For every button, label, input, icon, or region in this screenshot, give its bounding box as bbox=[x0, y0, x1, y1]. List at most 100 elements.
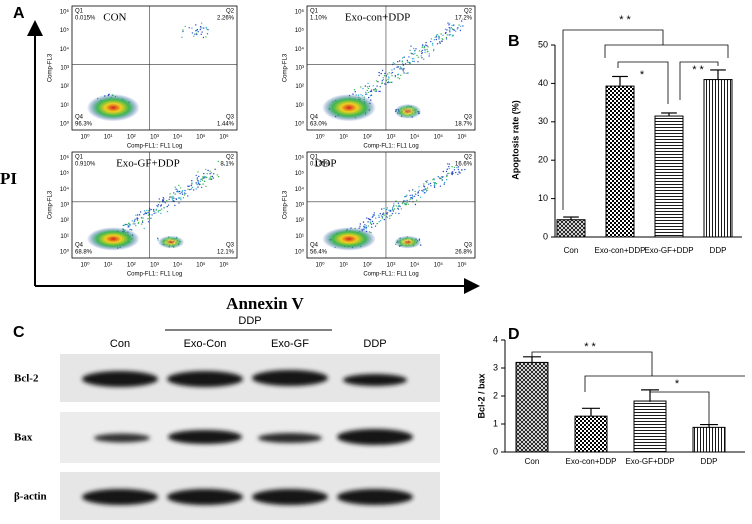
event-dot bbox=[196, 183, 198, 186]
y-tick-label: 10¹ bbox=[60, 103, 69, 109]
event-dot bbox=[213, 173, 215, 175]
event-dot bbox=[402, 64, 405, 66]
event-dot bbox=[359, 225, 361, 227]
event-dot bbox=[378, 74, 380, 77]
band bbox=[94, 433, 150, 443]
event-dot bbox=[200, 27, 202, 29]
event-dot bbox=[210, 175, 212, 178]
event-dot bbox=[448, 163, 451, 165]
event-dot bbox=[417, 56, 419, 58]
x-tick-label: 10⁶ bbox=[457, 262, 467, 269]
event-dot bbox=[363, 225, 365, 228]
event-dot bbox=[198, 183, 201, 186]
event-dot bbox=[436, 34, 438, 36]
event-dot bbox=[150, 208, 152, 211]
event-dot bbox=[169, 196, 171, 198]
event-dot bbox=[206, 173, 208, 175]
event-dot bbox=[131, 229, 133, 231]
event-dot bbox=[448, 172, 450, 174]
event-dot bbox=[393, 203, 395, 205]
event-dot bbox=[372, 89, 375, 91]
event-dot bbox=[137, 222, 139, 225]
quadrant-value: 18.7% bbox=[455, 122, 473, 128]
event-dot bbox=[449, 31, 451, 33]
event-dot bbox=[128, 222, 130, 224]
event-dot bbox=[187, 195, 189, 197]
event-dot bbox=[365, 91, 367, 94]
event-dot bbox=[435, 183, 438, 185]
event-dot bbox=[367, 91, 369, 94]
x-tick-label: Con bbox=[525, 457, 540, 466]
event-dot bbox=[171, 197, 173, 199]
event-dot bbox=[380, 72, 382, 75]
significance-bracket bbox=[649, 391, 710, 428]
significance-bracket bbox=[584, 375, 745, 392]
event-dot bbox=[397, 73, 400, 75]
event-dot bbox=[201, 177, 204, 179]
event-dot bbox=[427, 46, 429, 48]
event-dot bbox=[134, 223, 136, 225]
event-dot bbox=[127, 226, 129, 228]
event-dot bbox=[360, 94, 362, 96]
y-tick-label: 10⁰ bbox=[60, 249, 70, 256]
event-dot bbox=[137, 217, 139, 220]
event-dot bbox=[394, 75, 397, 77]
event-dot bbox=[162, 199, 164, 201]
x-tick-label: 10⁵ bbox=[434, 262, 444, 269]
event-dot bbox=[378, 216, 380, 218]
event-dot bbox=[370, 94, 373, 96]
x-tick-label: 10⁴ bbox=[410, 134, 420, 141]
quadrant-value: 12.1% bbox=[217, 250, 235, 256]
y-tick-label: 10¹ bbox=[60, 234, 69, 240]
event-dot bbox=[390, 72, 393, 75]
event-dot bbox=[414, 50, 416, 52]
event-dot bbox=[433, 48, 435, 51]
event-dot bbox=[378, 90, 380, 93]
event-dot bbox=[206, 33, 209, 35]
event-dot bbox=[421, 46, 423, 48]
band bbox=[337, 489, 413, 505]
event-dot bbox=[409, 194, 411, 197]
event-dot bbox=[176, 189, 178, 191]
event-dot bbox=[135, 225, 137, 227]
quadrant-name: Q1 bbox=[310, 9, 319, 15]
event-dot bbox=[431, 42, 434, 45]
event-dot bbox=[424, 51, 426, 54]
event-dot bbox=[412, 196, 414, 198]
event-dot bbox=[131, 220, 133, 222]
event-dot bbox=[157, 206, 159, 208]
row-label: Bcl-2 bbox=[14, 373, 39, 385]
quadrant-value: 8.1% bbox=[220, 162, 234, 168]
significance-bracket bbox=[617, 61, 669, 104]
event-dot bbox=[425, 41, 427, 44]
event-dot bbox=[420, 244, 422, 246]
event-dot bbox=[433, 186, 436, 188]
event-dot bbox=[433, 184, 436, 186]
event-dot bbox=[391, 75, 393, 77]
event-dot bbox=[175, 198, 177, 200]
event-dot bbox=[203, 172, 205, 175]
event-dot bbox=[444, 28, 447, 30]
event-dot bbox=[457, 173, 459, 175]
event-dot bbox=[182, 29, 184, 31]
event-dot bbox=[382, 78, 384, 81]
event-dot bbox=[417, 191, 419, 193]
lane-label: DDP bbox=[363, 338, 386, 350]
event-dot bbox=[372, 222, 375, 225]
y-tick-label: 30 bbox=[538, 116, 548, 126]
y-tick-label: 10² bbox=[295, 84, 304, 90]
event-dot bbox=[384, 72, 386, 75]
event-dot bbox=[389, 81, 391, 84]
x-tick-label: Con bbox=[564, 246, 579, 255]
event-dot bbox=[373, 212, 375, 214]
event-dot bbox=[412, 53, 415, 55]
event-dot bbox=[166, 210, 169, 213]
event-dot bbox=[395, 205, 397, 207]
y-tick-label: 10⁰ bbox=[295, 249, 305, 256]
x-tick-label: Exo-con+DDP bbox=[595, 246, 646, 255]
event-dot bbox=[402, 69, 404, 71]
event-dot bbox=[445, 36, 448, 39]
event-dot bbox=[177, 191, 180, 193]
event-dot bbox=[408, 56, 410, 58]
event-dot bbox=[390, 214, 392, 217]
